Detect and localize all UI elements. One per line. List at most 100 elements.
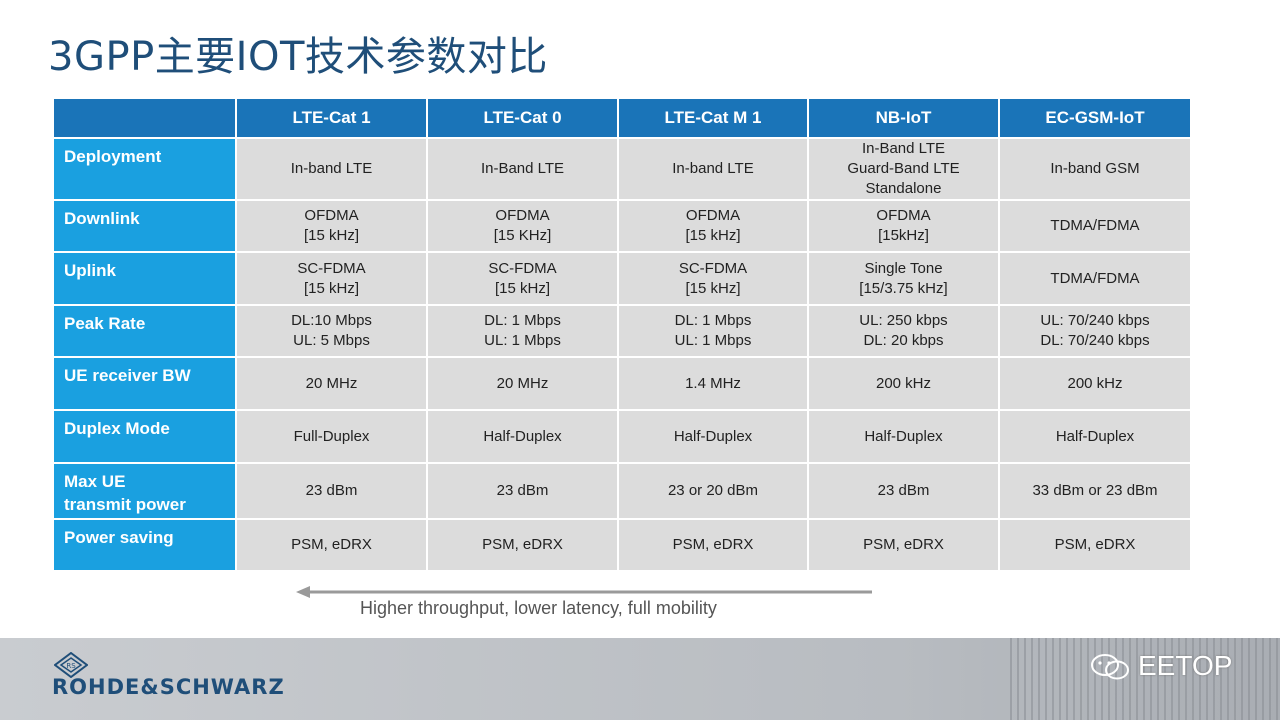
cell-line: [15 kHz] (685, 279, 741, 297)
cell-line: 200 kHz (1067, 374, 1123, 392)
row-header-line: Duplex Mode (64, 419, 170, 438)
cell-line: 23 or 20 dBm (667, 482, 759, 499)
table-row: Duplex Mode Full-Duplex Half-Duplex Half-Du… (52, 409, 1192, 464)
table-cell: In-Band LTE Guard-Band LTE Standalone (807, 137, 1000, 201)
cell-line: PSM, eDRX (672, 536, 754, 553)
cell-line: TDMA/FDMA (1050, 269, 1140, 287)
cell-line: 23 dBm (877, 482, 930, 499)
cell-line: [15 kHz] (494, 279, 551, 297)
table-cell: DL: 1 Mbps UL: 1 Mbps (426, 304, 619, 358)
table-cell: DL: 1 Mbps UL: 1 Mbps (617, 304, 809, 358)
slide-title: 3GPP主要IOT技术参数对比 (48, 34, 548, 80)
table-cell: In-Band LTE (426, 137, 619, 201)
cell-line: OFDMA (495, 207, 550, 224)
cell-line: TDMA/FDMA (1050, 217, 1140, 234)
table-cell: PSM, eDRX (807, 518, 1000, 572)
cell-line: SC-FDMA (678, 259, 748, 277)
rohde-schwarz-logo-icon: RS (54, 652, 88, 678)
table-cell: TDMA/FDMA (998, 199, 1192, 253)
cell-line: OFDMA (685, 207, 741, 224)
table-cell: 20 MHz (426, 356, 619, 411)
table-cell: DL:10 Mbps UL: 5 Mbps (235, 304, 428, 358)
cell-line: DL: 20 kbps (863, 332, 944, 349)
row-header: Max UE transmit power (52, 462, 237, 520)
footer-stripes (1010, 638, 1280, 720)
cell-line: In-band GSM (1050, 160, 1140, 177)
cell-line: Single Tone (864, 259, 943, 277)
row-header: Power saving (52, 518, 237, 572)
table-cell: SC-FDMA [15 kHz] (235, 251, 428, 306)
cell-line: UL: 1 Mbps (484, 332, 561, 349)
column-header: LTE-Cat 0 (426, 97, 619, 139)
table-cell: 20 MHz (235, 356, 428, 411)
table-row: Power saving PSM, eDRX PSM, eDRX PSM, eDRX P… (52, 518, 1192, 572)
cell-line: In-band LTE (672, 160, 754, 177)
table-cell: OFDMA [15kHz] (807, 199, 1000, 253)
table-row: Max UE transmit power 23 dBm 23 dBm 23 or 20… (52, 462, 1192, 520)
cell-line: [15/3.75 kHz] (859, 279, 948, 297)
cell-line: 23 dBm (305, 482, 358, 499)
cell-line: 20 MHz (496, 374, 549, 392)
cell-line: Half-Duplex (483, 427, 562, 445)
table-cell: SC-FDMA [15 kHz] (426, 251, 619, 306)
cell-line: UL: 1 Mbps (674, 332, 752, 349)
table-cell: UL: 250 kbps DL: 20 kbps (807, 304, 1000, 358)
column-header: LTE-Cat 1 (235, 97, 428, 139)
column-header: NB-IoT (807, 97, 1000, 139)
row-header-line: UE receiver BW (64, 366, 191, 385)
svg-text:RS: RS (66, 662, 76, 670)
cell-line: [15 KHz] (493, 227, 552, 244)
cell-line: [15 kHz] (685, 227, 741, 244)
trend-caption: Higher throughput, lower latency, full m… (360, 598, 717, 618)
cell-line: Standalone (865, 180, 942, 197)
table-cell: Half-Duplex (426, 409, 619, 464)
table-cell: 23 or 20 dBm (617, 462, 809, 520)
table-cell: In-band LTE (617, 137, 809, 201)
table-row: Peak Rate DL:10 Mbps UL: 5 Mbps DL: 1 Mbps U… (52, 304, 1192, 358)
cell-line: Half-Duplex (1055, 427, 1135, 445)
table-cell: 23 dBm (426, 462, 619, 520)
table-cell: UL: 70/240 kbps DL: 70/240 kbps (998, 304, 1192, 358)
row-header-line: Peak Rate (64, 314, 146, 333)
table-cell: 200 kHz (807, 356, 1000, 411)
cell-line: DL: 1 Mbps (674, 312, 752, 329)
table-cell: OFDMA [15 kHz] (617, 199, 809, 253)
table-cell: 1.4 MHz (617, 356, 809, 411)
cell-line: SC-FDMA (488, 259, 557, 277)
row-header-line: Uplink (64, 261, 116, 280)
table-row: UE receiver BW 20 MHz 20 MHz 1.4 MHz 200 kHz… (52, 356, 1192, 411)
cell-line: PSM, eDRX (863, 536, 944, 553)
table-cell: PSM, eDRX (617, 518, 809, 572)
table-cell: Half-Duplex (998, 409, 1192, 464)
table-cell: PSM, eDRX (426, 518, 619, 572)
table-cell: OFDMA [15 KHz] (426, 199, 619, 253)
cell-line: [15 kHz] (303, 227, 360, 244)
table-cell: In-band GSM (998, 137, 1192, 201)
cell-line: In-band LTE (290, 160, 373, 177)
row-header: UE receiver BW (52, 356, 237, 411)
cell-line: SC-FDMA (297, 259, 366, 277)
cell-line: DL: 70/240 kbps (1040, 332, 1150, 349)
row-header-line: Max UE (64, 472, 126, 491)
row-header: Downlink (52, 199, 237, 253)
table-header-row: LTE-Cat 1 LTE-Cat 0 LTE-Cat M 1 NB-IoT E… (52, 97, 1192, 139)
cell-line: In-Band LTE (480, 160, 565, 177)
cell-line: 23 dBm (496, 482, 549, 499)
left-arrow-icon (296, 586, 872, 598)
cell-line: OFDMA (304, 207, 359, 224)
cell-line: In-Band LTE (861, 140, 946, 157)
cell-line: 1.4 MHz (685, 374, 741, 392)
table-cell: PSM, eDRX (235, 518, 428, 572)
cell-line: PSM, eDRX (291, 536, 372, 553)
table-cell: Half-Duplex (617, 409, 809, 464)
comparison-table: LTE-Cat 1 LTE-Cat 0 LTE-Cat M 1 NB-IoT E… (52, 97, 1192, 572)
cell-line: OFDMA (876, 207, 931, 224)
table-cell: 200 kHz (998, 356, 1192, 411)
table-cell: Full-Duplex (235, 409, 428, 464)
table-corner-cell (52, 97, 237, 139)
cell-line: UL: 70/240 kbps (1040, 312, 1150, 329)
table-cell: In-band LTE (235, 137, 428, 201)
row-header: Deployment (52, 137, 237, 201)
company-logo-text: ROHDE&SCHWARZ (52, 675, 285, 699)
cell-line: 33 dBm or 23 dBm (1032, 482, 1158, 499)
